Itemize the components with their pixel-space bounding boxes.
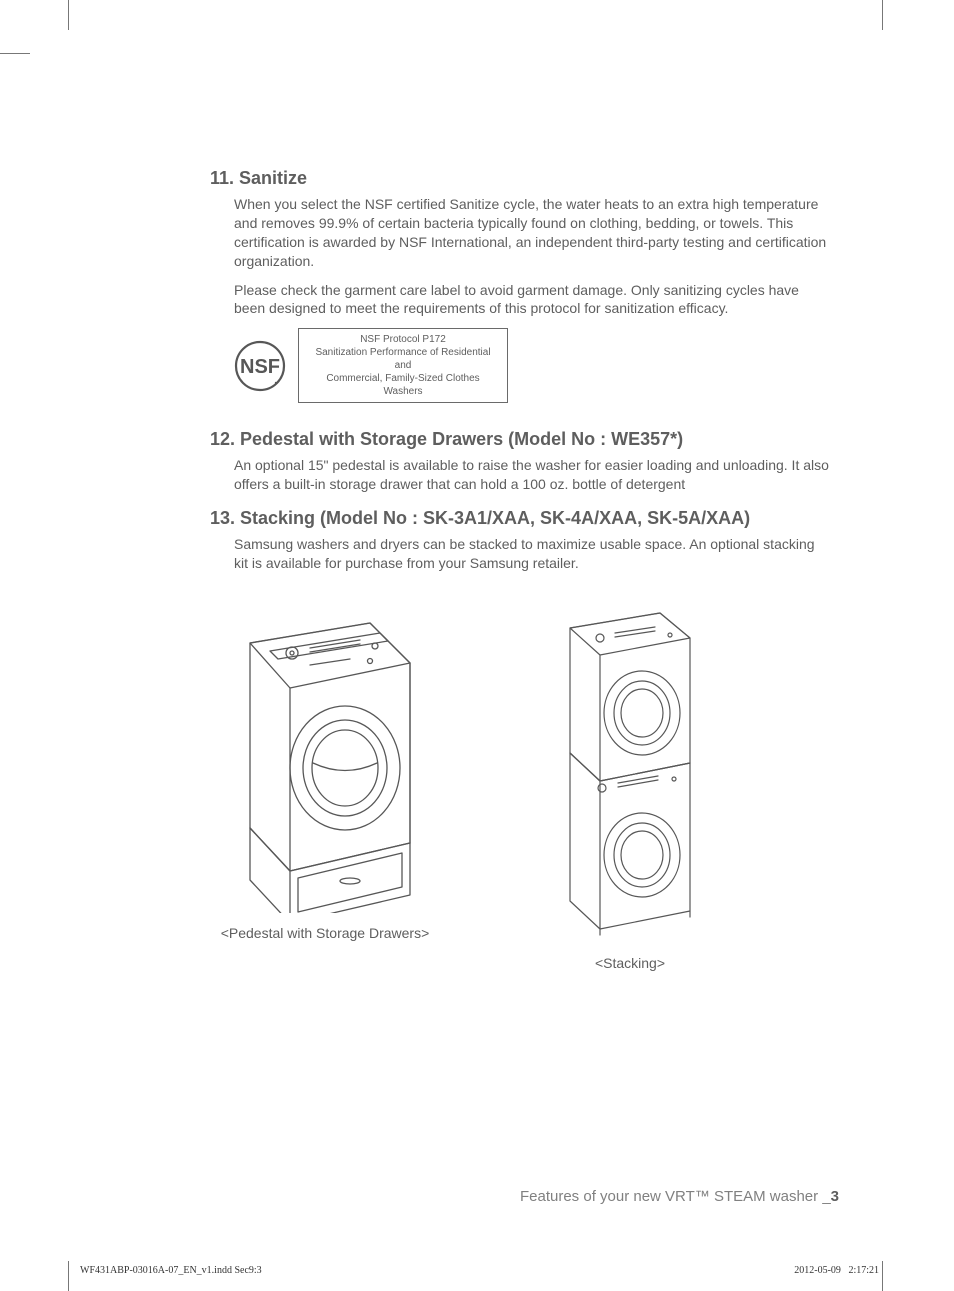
svg-text:NSF: NSF [240, 356, 280, 378]
indesign-slug-left: WF431ABP-03016A-07_EN_v1.indd Sec9:3 [80, 1265, 262, 1276]
indesign-slug-right: 2012-05-09 2:17:21 [794, 1265, 879, 1276]
sanitize-p2: Please check the garment care label to a… [234, 281, 830, 319]
sanitize-p1: When you select the NSF certified Saniti… [234, 195, 830, 271]
caption-stacking: <Stacking> [540, 955, 720, 971]
footer-text: Features of your new VRT™ STEAM washer _ [520, 1188, 831, 1205]
page-number: 3 [831, 1188, 839, 1205]
pedestal-p1: An optional 15" pedestal is available to… [234, 456, 830, 494]
washer-pedestal-icon [210, 603, 440, 913]
nsf-logo-icon: NSF [234, 340, 286, 392]
caption-pedestal: <Pedestal with Storage Drawers> [210, 925, 440, 941]
page-content: 11. Sanitize When you select the NSF cer… [210, 168, 830, 971]
figure-pedestal: <Pedestal with Storage Drawers> [210, 603, 440, 971]
page-footer: Features of your new VRT™ STEAM washer _… [520, 1188, 839, 1205]
heading-pedestal: 12. Pedestal with Storage Drawers (Model… [210, 429, 830, 450]
nsf-line2: Sanitization Performance of Residential … [309, 346, 497, 372]
nsf-protocol-box: NSF Protocol P172 Sanitization Performan… [298, 328, 508, 403]
nsf-line1: NSF Protocol P172 [309, 333, 497, 346]
heading-sanitize: 11. Sanitize [210, 168, 830, 189]
figures-row: <Pedestal with Storage Drawers> [210, 603, 830, 971]
heading-stacking: 13. Stacking (Model No : SK-3A1/XAA, SK-… [210, 508, 830, 529]
stacking-p1: Samsung washers and dryers can be stacke… [234, 535, 830, 573]
nsf-line3: Commercial, Family-Sized Clothes Washers [309, 372, 497, 398]
washer-stacking-icon [540, 603, 720, 943]
figure-stacking: <Stacking> [540, 603, 720, 971]
slug-time: 2:17:21 [848, 1265, 879, 1276]
nsf-row: NSF NSF Protocol P172 Sanitization Perfo… [234, 328, 830, 403]
slug-date: 2012-05-09 [794, 1265, 841, 1276]
